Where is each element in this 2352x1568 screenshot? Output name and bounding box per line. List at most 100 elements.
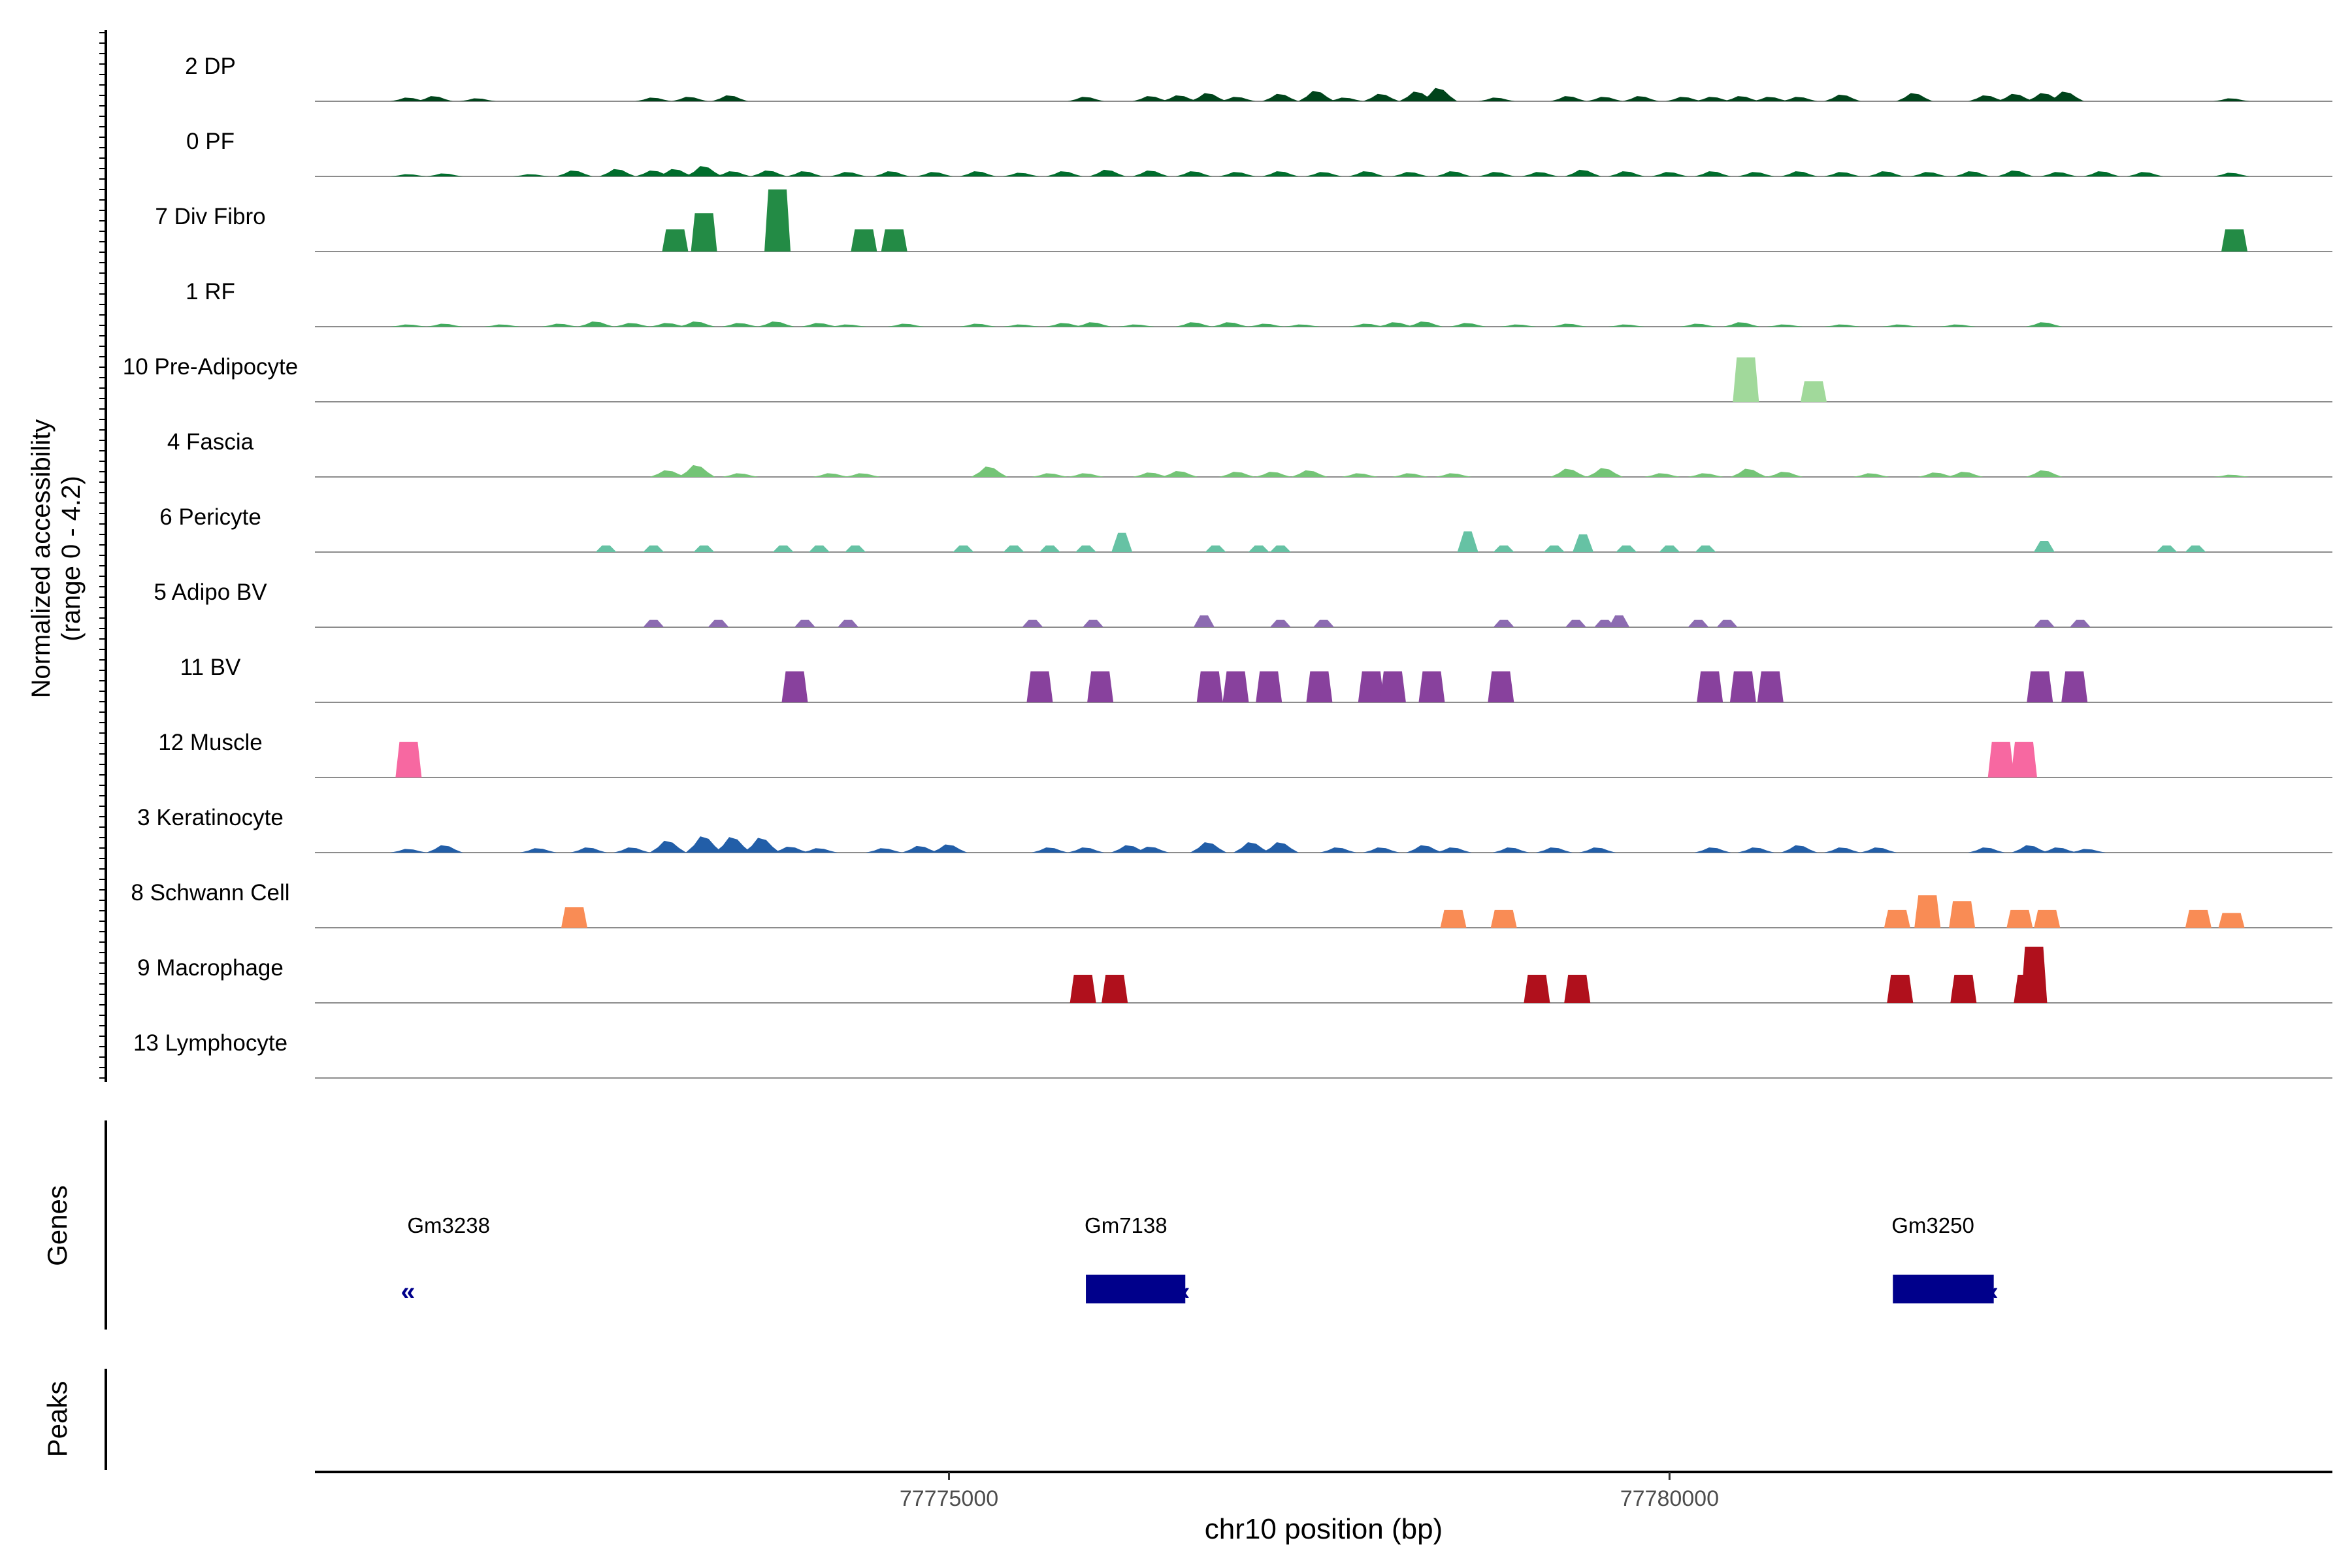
coverage-peak (1680, 323, 1717, 327)
coverage-peak (1089, 169, 1126, 176)
coverage-peak (426, 845, 463, 853)
track-label: 13 Lymphocyte (133, 1030, 287, 1056)
coverage-peak (643, 619, 664, 627)
coverage-peak (1499, 324, 1537, 327)
coverage-peak (1002, 324, 1039, 327)
coverage-peak (578, 321, 615, 327)
coverage-peak (1175, 171, 1213, 176)
gene-gm3238: Gm3238 « (400, 1213, 490, 1306)
coverage-peak (1780, 97, 1818, 101)
coverage-peak (1697, 671, 1723, 702)
coverage-peak (750, 170, 787, 176)
coverage-peak (1132, 170, 1169, 176)
coverage-peak (714, 837, 751, 853)
track-5-adipo-bv: 5 Adipo BV (154, 580, 2332, 628)
coverage-peak (801, 848, 838, 853)
coverage-peak (395, 742, 422, 777)
coverage-peak (671, 97, 708, 101)
coverage-peak (743, 838, 780, 853)
coverage-peak (1022, 619, 1043, 627)
coverage-peak (1075, 322, 1112, 327)
coverage-peak (1161, 470, 1198, 477)
coverage-peak (1306, 671, 1333, 702)
coverage-peak (1211, 322, 1249, 327)
gene-gm3250: Gm3250 ‹ (1891, 1213, 1999, 1306)
coverage-peak (1953, 171, 1991, 176)
coverage-peak (1737, 172, 1774, 176)
coverage-peak (772, 846, 809, 853)
coverage-peak (2010, 742, 2037, 777)
coverage-peak (772, 545, 794, 552)
coverage-peak (1132, 96, 1169, 101)
coverage-peak (1550, 468, 1587, 477)
coverage-peak (1733, 357, 1759, 402)
coverage-peak (1694, 847, 1731, 853)
coverage-peak (1132, 846, 1169, 853)
coverage-peak (1860, 847, 1897, 853)
coverage-peak (1305, 172, 1342, 176)
strand-arrow: « (400, 1277, 415, 1306)
coverage-peak (971, 466, 1008, 477)
coverage-peak (2061, 671, 2088, 702)
coverage-peak (781, 671, 808, 702)
coverage-peak (1045, 323, 1083, 327)
track-0-pf: 0 PF (186, 129, 2332, 177)
coverage-peak (685, 166, 723, 176)
coverage-peak (2156, 545, 2178, 552)
coverage-peak (1026, 671, 1053, 702)
genes-panel-label: Genes (42, 1185, 73, 1266)
coverage-peak (757, 321, 794, 327)
coverage-peak (2213, 172, 2250, 176)
coverage-peak (1939, 324, 1976, 327)
coverage-peak (1435, 171, 1472, 176)
x-tick-label: 77780000 (1620, 1486, 1719, 1511)
coverage-peak (519, 848, 557, 853)
coverage-peak (1363, 93, 1400, 101)
gene-label: Gm7138 (1085, 1213, 1168, 1237)
track-9-macrophage: 9 Macrophage (137, 947, 2332, 1004)
track-label: 1 RF (186, 279, 235, 304)
coverage-peak (2021, 947, 2048, 1003)
track-6-pericyte: 6 Pericyte (159, 504, 2332, 553)
coverage-peak (887, 323, 924, 327)
coverage-peak (1379, 671, 1406, 702)
x-axis-ticks: 77775000 77780000 (900, 1472, 1719, 1511)
coverage-peak (390, 174, 427, 176)
coverage-peak (1190, 842, 1227, 853)
coverage-peak (1694, 171, 1731, 176)
coverage-peak (2069, 849, 2106, 853)
coverage-peak (1298, 91, 1335, 101)
coverage-peak (1490, 909, 1517, 928)
coverage-peak (1867, 171, 1904, 176)
track-label: 12 Muscle (158, 730, 263, 755)
coverage-peak (1824, 324, 1861, 327)
coverage-peak (1070, 975, 1096, 1003)
coverage-peak (721, 473, 759, 477)
coverage-peak (812, 473, 849, 477)
coverage-peak (1824, 172, 1861, 176)
coverage-peak (1363, 847, 1400, 853)
coverage-peak (1420, 88, 1458, 101)
coverage-peak (1435, 847, 1472, 853)
coverage-peak (1002, 172, 1039, 176)
coverage-peak (1730, 468, 1767, 477)
coverage-peak (1659, 545, 1680, 552)
track-1-rf: 1 RF (186, 279, 2332, 327)
coverage-peak (1752, 97, 1789, 101)
gene-exon (1893, 1275, 1994, 1303)
coverage-peak (1824, 94, 1861, 101)
coverage-peak (2011, 845, 2048, 853)
coverage-peak (1327, 97, 1364, 101)
x-tick-label: 77775000 (900, 1486, 998, 1511)
coverage-peak (2025, 322, 2063, 327)
coverage-peak (838, 619, 859, 627)
coverage-peak (1348, 171, 1386, 176)
coverage-peak (2040, 847, 2077, 853)
coverage-peak (1694, 97, 1731, 101)
coverage-peak (930, 844, 968, 853)
coverage-peak (512, 174, 549, 176)
coverage-peak (1950, 975, 1977, 1003)
coverage-peak (1579, 847, 1616, 853)
coverage-peak (1132, 472, 1169, 477)
coverage-peak (1196, 671, 1223, 702)
